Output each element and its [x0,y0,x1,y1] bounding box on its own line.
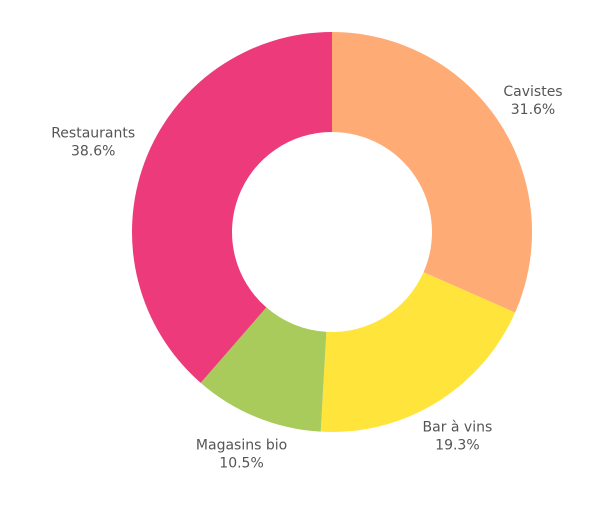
slice-value-label: 31.6% [511,102,555,118]
slice-value-label: 38.6% [71,144,115,160]
slice-label: Magasins bio [196,437,287,453]
slice-label: Bar à vins [423,420,493,436]
slice [200,307,327,432]
slice-value-label: 10.5% [219,455,263,471]
slice [131,32,332,383]
slice [332,32,532,313]
slice-label: Cavistes [503,84,562,100]
slice-label: Restaurants [51,126,135,142]
slice-value-label: 19.3% [435,438,479,454]
slice [320,272,516,432]
